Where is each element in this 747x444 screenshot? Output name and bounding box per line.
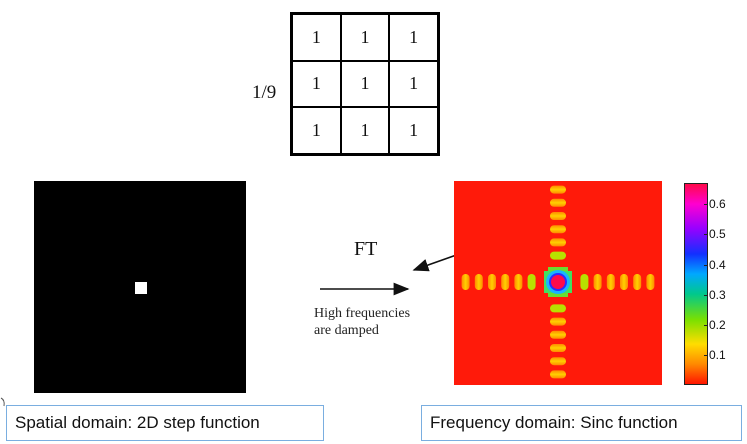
kernel-cell: 1 (340, 107, 390, 154)
colorbar-tick: 0.1 (704, 348, 726, 362)
sinc-vertical-sidelobe (550, 344, 566, 352)
damping-annotation: High frequencies are damped (314, 305, 410, 339)
sinc-spectrum-image (454, 181, 662, 385)
colorbar-tick: 0.5 (704, 227, 726, 241)
colorbar-tick: 0.3 (704, 288, 726, 302)
kernel-cell: 1 (340, 14, 390, 61)
frequency-caption: Frequency domain: Sinc function (421, 405, 742, 441)
annotation-line-2: are damped (314, 323, 379, 338)
sinc-horizontal-sidelobe (606, 274, 615, 290)
colorbar-tick: 0.6 (704, 197, 726, 211)
kernel-cell: 1 (292, 14, 341, 61)
annotation-line-1: High frequencies (314, 306, 411, 321)
kernel-normalization-factor: 1/9 (252, 82, 277, 103)
colorbar (684, 183, 708, 385)
sinc-vertical-sidelobe (550, 225, 566, 234)
spatial-caption: Spatial domain: 2D step function (6, 405, 324, 441)
sinc-vertical-sidelobe (550, 304, 566, 313)
kernel-cell: 1 (340, 60, 390, 108)
sinc-vertical-sidelobe (550, 251, 566, 260)
spatial-step-image (34, 181, 246, 393)
sinc-horizontal-sidelobe (580, 274, 589, 290)
sinc-center-peak (551, 275, 565, 289)
sinc-horizontal-sidelobe (488, 274, 496, 290)
sinc-horizontal-sidelobe (461, 274, 470, 290)
vertical-lobes (550, 185, 566, 379)
sinc-horizontal-sidelobe (527, 274, 536, 290)
kernel-cell: 1 (389, 107, 438, 154)
sinc-horizontal-sidelobe (474, 274, 483, 290)
sinc-horizontal-sidelobe (593, 274, 602, 290)
colorbar-tick: 0.2 (704, 318, 726, 332)
sinc-horizontal-sidelobe (501, 274, 510, 290)
sinc-vertical-sidelobe (550, 317, 566, 326)
ft-label: FT (354, 238, 378, 260)
stray-mark (0, 397, 5, 407)
step-square (135, 282, 147, 294)
sinc-vertical-sidelobe (550, 238, 566, 247)
sinc-vertical-sidelobe (550, 212, 566, 220)
sinc-vertical-sidelobe (550, 370, 566, 379)
colorbar-tick: 0.4 (704, 258, 726, 272)
averaging-kernel-matrix: 1 1 1 1 1 1 1 1 1 (290, 12, 440, 156)
kernel-cell: 1 (389, 14, 438, 61)
sinc-horizontal-sidelobe (514, 274, 523, 290)
sinc-horizontal-sidelobe (633, 274, 642, 290)
horizontal-lobes (461, 274, 655, 290)
kernel-cell: 1 (292, 60, 341, 108)
sinc-vertical-sidelobe (550, 357, 566, 366)
sinc-vertical-sidelobe (550, 185, 566, 194)
sinc-vertical-sidelobe (550, 198, 566, 207)
kernel-cell: 1 (292, 107, 341, 154)
sinc-vertical-sidelobe (550, 330, 566, 339)
kernel-cell: 1 (389, 60, 438, 108)
sinc-horizontal-sidelobe (646, 274, 655, 290)
sinc-horizontal-sidelobe (620, 274, 628, 290)
